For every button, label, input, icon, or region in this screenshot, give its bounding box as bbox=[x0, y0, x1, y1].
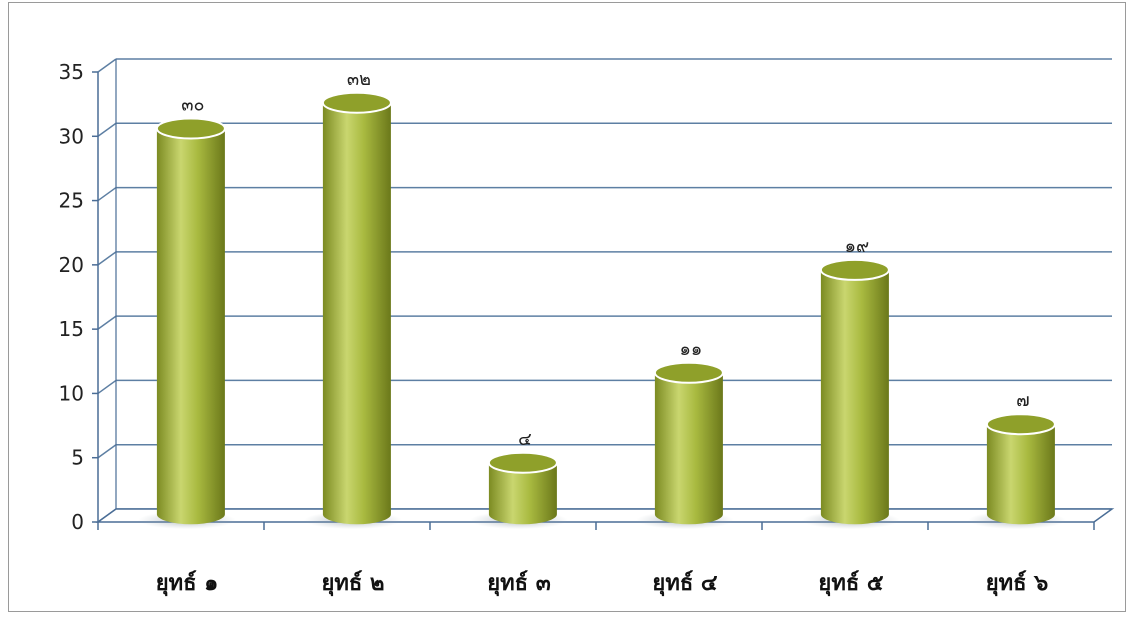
gridline-slant bbox=[97, 122, 117, 137]
bars bbox=[137, 91, 1066, 530]
bar bbox=[986, 424, 1055, 525]
data-label: ๔ bbox=[518, 429, 532, 450]
category-label: ยุทธ์ ๖ bbox=[986, 570, 1048, 597]
gridlines bbox=[97, 58, 1112, 523]
category-label: ยุทธ์ ๔ bbox=[652, 570, 717, 597]
chart-floor bbox=[95, 508, 1115, 523]
bar-top bbox=[487, 451, 558, 474]
bar bbox=[820, 269, 889, 525]
category-label: ยุทธ์ ๓ bbox=[487, 570, 551, 597]
gridline-slant bbox=[97, 315, 117, 330]
data-label: ๑๑ bbox=[679, 339, 702, 360]
bar bbox=[322, 102, 391, 525]
data-label: ๑๙ bbox=[845, 236, 870, 257]
gridline-slant bbox=[97, 379, 117, 395]
category-label: ยุทธ์ ๑ bbox=[156, 570, 218, 597]
category-label: ยุทธ์ ๒ bbox=[322, 570, 385, 597]
gridline-slant bbox=[97, 444, 117, 459]
data-labels: ๓๐ ๓๒๔ ๑๑ ๑๙๗ bbox=[181, 69, 1029, 450]
bar-top bbox=[985, 413, 1056, 436]
bar-top bbox=[653, 361, 724, 384]
category-label: ยุทธ์ ๕ bbox=[818, 570, 883, 597]
gridline-slant bbox=[97, 251, 117, 266]
data-label: ๓๐ bbox=[181, 94, 204, 115]
bar-top bbox=[819, 258, 890, 281]
data-label: ๗ bbox=[1016, 390, 1030, 411]
y-tick-label: 5 bbox=[71, 446, 84, 470]
category-labels: ยุทธ์ ๑ ยุทธ์ ๒ ยุทธ์ ๓ ยุทธ์ ๔ ยุทธ์ ๕ ยุทธ์… bbox=[156, 570, 1048, 597]
gridline-slant bbox=[97, 58, 117, 73]
axes bbox=[92, 59, 1115, 530]
bar bbox=[156, 128, 225, 525]
y-tick-label: 30 bbox=[59, 124, 84, 148]
y-tick-label: 35 bbox=[59, 60, 84, 84]
bar-top bbox=[321, 91, 392, 114]
y-tick-label: 15 bbox=[59, 317, 84, 341]
bar-top bbox=[155, 117, 226, 140]
y-tick-label: 25 bbox=[59, 189, 84, 213]
bar bbox=[654, 372, 723, 525]
data-label: ๓๒ bbox=[347, 69, 371, 90]
y-tick-label: 20 bbox=[59, 253, 84, 277]
y-tick-label: 10 bbox=[59, 381, 84, 405]
y-tick-labels: 0 5 10 15 20 25 30 35 bbox=[59, 60, 84, 534]
bar bbox=[488, 462, 557, 525]
gridline-slant bbox=[97, 186, 117, 202]
y-tick-label: 0 bbox=[71, 510, 84, 534]
